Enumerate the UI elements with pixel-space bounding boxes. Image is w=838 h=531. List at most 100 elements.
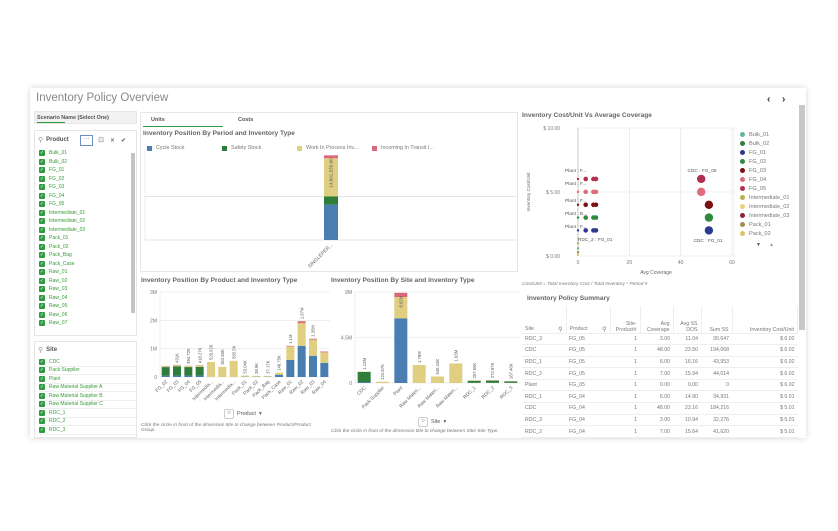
more-options-icon[interactable]: ··· bbox=[80, 134, 94, 146]
checkbox-checked-icon[interactable]: ✓ bbox=[39, 277, 45, 284]
scatter-point-fg_01[interactable] bbox=[576, 229, 580, 232]
chevron-down-icon[interactable]: ▾ bbox=[443, 419, 447, 425]
bar-segment-work-in-process-inv-[interactable] bbox=[263, 375, 272, 377]
search-icon[interactable]: ⚲ bbox=[38, 347, 44, 354]
legend-item[interactable]: Bulk_01 bbox=[740, 130, 789, 139]
bar-segment-incoming-in-transit-i-[interactable] bbox=[394, 292, 408, 298]
legend-item-wip[interactable]: Work In Process Inv... bbox=[297, 145, 372, 151]
legend-item-safety-stock[interactable]: Safety Stock bbox=[222, 145, 297, 151]
bar-segment-work-in-process-inv-[interactable] bbox=[229, 360, 238, 377]
radio-circle-icon[interactable]: ○ bbox=[224, 409, 234, 419]
scatter-point-fg_05[interactable] bbox=[697, 174, 706, 184]
bar-segment-work-in-process-inv-[interactable] bbox=[309, 339, 317, 356]
bar-segment-cycle-stock[interactable] bbox=[309, 355, 317, 377]
checkbox-checked-icon[interactable]: ✓ bbox=[39, 175, 45, 182]
table-row[interactable]: RDC_3 FG_05 1 3.00 11.04 30,647 $ 6.02 bbox=[522, 333, 798, 346]
bar-segment-safety-stock[interactable] bbox=[184, 367, 193, 376]
checkbox-checked-icon[interactable]: ✓ bbox=[39, 184, 45, 191]
product-option[interactable]: ✓ Pack_01 bbox=[39, 234, 136, 243]
product-option[interactable]: ✓ Bulk_02 bbox=[39, 158, 136, 167]
checkbox-checked-icon[interactable]: ✓ bbox=[39, 167, 45, 174]
legend-scroll-down-icon[interactable]: ▼ bbox=[756, 242, 761, 248]
bar-segment-work-in-process-inv-[interactable] bbox=[184, 365, 193, 368]
table-row[interactable]: CDC FG_04 1 48.00 23.16 184,216 $ 5.01 bbox=[522, 402, 798, 415]
bar-segment-work-in-process-inv-[interactable] bbox=[449, 363, 463, 383]
product-option[interactable]: ✓ Raw_03 bbox=[39, 285, 136, 294]
scatter-point-pack_02[interactable] bbox=[576, 253, 580, 256]
scatter-point-fg_02[interactable] bbox=[576, 216, 580, 219]
bar-segment-incoming-in-transit-i-[interactable] bbox=[297, 321, 306, 324]
bar-segment-work-in-process-inv-[interactable] bbox=[394, 297, 408, 319]
legend-item[interactable]: Intermediate_02 bbox=[740, 202, 789, 211]
table-row[interactable]: Plant FG_05 1 0.00 0.00 0 $ 6.02 bbox=[522, 379, 798, 392]
bar-segment-cycle-stock[interactable] bbox=[195, 375, 204, 377]
checkbox-checked-icon[interactable]: ✓ bbox=[39, 418, 45, 425]
legend-item[interactable]: Bulk_02 bbox=[740, 139, 789, 148]
page-scrollbar[interactable] bbox=[799, 105, 805, 330]
checkbox-checked-icon[interactable]: ✓ bbox=[39, 303, 45, 310]
product-option[interactable]: ✓ FG_05 bbox=[39, 200, 136, 209]
bar-segment-safety-stock[interactable] bbox=[173, 366, 181, 376]
search-icon[interactable]: ⚲ bbox=[558, 326, 563, 333]
site-option[interactable]: ✓ Pack Supplier bbox=[39, 367, 136, 375]
legend-scroll-up-icon[interactable]: ▲ bbox=[769, 242, 774, 248]
scatter-point-fg_01[interactable] bbox=[704, 226, 714, 235]
scatter-point-fg_05[interactable] bbox=[576, 177, 580, 181]
product-dimension-toggle[interactable]: ○ Product ▾ bbox=[224, 409, 262, 419]
bar-segment-work-in-process-inv-[interactable] bbox=[297, 323, 306, 346]
scatter-point-intermediate_02[interactable] bbox=[576, 236, 580, 240]
bar-segment-cycle-stock[interactable] bbox=[357, 381, 371, 383]
checkbox-checked-icon[interactable]: ✓ bbox=[39, 218, 45, 225]
checkbox-checked-icon[interactable]: ✓ bbox=[39, 384, 45, 391]
col-site[interactable]: Site ⚲ bbox=[522, 306, 567, 334]
toggle-selection-icon[interactable]: ⊡ bbox=[98, 137, 105, 144]
bar-segment-safety-stock[interactable] bbox=[504, 381, 518, 383]
bar-segment-work-in-process-inv-[interactable] bbox=[195, 365, 204, 367]
chevron-down-icon[interactable]: ▾ bbox=[258, 411, 262, 417]
checkbox-checked-icon[interactable]: ✓ bbox=[39, 426, 45, 433]
site-dimension-toggle[interactable]: ○ Site ▾ bbox=[418, 417, 446, 427]
bar-segment-safety-stock[interactable] bbox=[195, 366, 204, 376]
product-option[interactable]: ✓ Raw_06 bbox=[39, 311, 136, 320]
search-icon[interactable]: ⚲ bbox=[38, 137, 44, 144]
clear-filter-icon[interactable]: ✕ bbox=[110, 137, 116, 144]
bar-segment-cycle-stock[interactable] bbox=[394, 318, 408, 383]
table-row[interactable]: CDC FG_05 1 48.00 23.50 194,068 $ 6.02 bbox=[522, 344, 798, 357]
product-option[interactable]: ✓ FG_01 bbox=[39, 166, 136, 175]
legend-item[interactable]: Intermediate_03 bbox=[740, 211, 789, 220]
checkbox-checked-icon[interactable]: ✓ bbox=[39, 235, 45, 242]
apply-filter-icon[interactable]: ✔ bbox=[121, 137, 127, 144]
checkbox-checked-icon[interactable]: ✓ bbox=[39, 311, 45, 318]
checkbox-checked-icon[interactable]: ✓ bbox=[39, 401, 45, 408]
checkbox-checked-icon[interactable]: ✓ bbox=[39, 409, 45, 416]
scatter-point-fg_04[interactable] bbox=[576, 190, 580, 194]
product-option[interactable]: ✓ Raw_07 bbox=[39, 319, 136, 328]
checkbox-checked-icon[interactable]: ✓ bbox=[39, 226, 45, 233]
bar-segment-work-in-process-inv-[interactable] bbox=[376, 381, 389, 383]
checkbox-checked-icon[interactable]: ✓ bbox=[39, 375, 45, 382]
next-page-button[interactable]: › bbox=[782, 94, 786, 105]
checkbox-checked-icon[interactable]: ✓ bbox=[39, 201, 45, 208]
site-option[interactable]: ✓ Raw Material Supplier A bbox=[39, 384, 136, 392]
site-option[interactable]: ✓ Raw Material Supplier C bbox=[39, 401, 136, 409]
legend-item[interactable]: Pack_02 bbox=[740, 229, 789, 238]
prev-page-button[interactable]: ‹ bbox=[767, 94, 771, 105]
bar-segment-safety-stock[interactable] bbox=[467, 380, 481, 383]
scatter-point-fg_04[interactable] bbox=[583, 189, 588, 195]
product-option[interactable]: ✓ Intermediate_02 bbox=[39, 217, 136, 226]
bar-segment-cycle-stock[interactable] bbox=[275, 374, 283, 377]
product-option[interactable]: ✓ Intermediate_01 bbox=[39, 209, 136, 218]
product-option[interactable]: ✓ Raw_04 bbox=[39, 294, 136, 303]
product-option[interactable]: ✓ Bulk_01 bbox=[39, 149, 136, 158]
product-option[interactable]: ✓ Pack_Bag bbox=[39, 251, 136, 260]
legend-item[interactable]: FG_03 bbox=[740, 166, 789, 175]
checkbox-checked-icon[interactable]: ✓ bbox=[39, 260, 45, 267]
table-row[interactable]: RDC_1 FG_04 1 6.00 14.90 34,931 $ 5.01 bbox=[522, 390, 798, 404]
legend-item-in-transit[interactable]: Incoming In Transit I... bbox=[372, 145, 452, 151]
bar-segment-work-in-process-inv-[interactable] bbox=[207, 361, 215, 377]
bar-segment-cycle-stock[interactable] bbox=[286, 360, 295, 377]
bar-segment-safety-stock[interactable] bbox=[324, 196, 338, 205]
bar-segment-cycle-stock[interactable] bbox=[161, 375, 170, 377]
scatter-point-fg_04[interactable] bbox=[593, 189, 599, 195]
table-row[interactable]: RDC_1 FG_05 1 6.00 16.16 43,953 $ 6.02 bbox=[522, 356, 798, 369]
